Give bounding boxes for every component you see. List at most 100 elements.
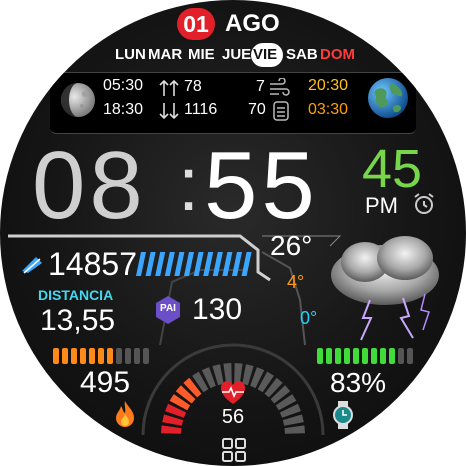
steps-progress-segment xyxy=(155,252,166,276)
heart-icon xyxy=(218,378,248,406)
time-separator: : xyxy=(178,142,200,227)
wind-value: 7 xyxy=(256,78,265,95)
gauge-outer-rim xyxy=(141,343,325,436)
time-ampm: PM xyxy=(365,193,398,218)
weekday-jue: JUE xyxy=(222,46,252,63)
heart-rate-gauge-segment xyxy=(275,394,297,411)
weather-high: 4° xyxy=(287,272,305,292)
date-month: AGO xyxy=(225,10,280,37)
alarm-icon[interactable] xyxy=(412,192,436,216)
battery-progress-segment xyxy=(389,348,395,364)
moon-icon xyxy=(58,80,98,120)
weekday-vie: VIE xyxy=(253,46,278,63)
heart-rate-gauge-segment xyxy=(183,377,202,398)
heart-rate-gauge xyxy=(141,343,325,436)
calories-progress-segment xyxy=(53,348,59,364)
pressure-icon xyxy=(271,100,291,122)
calories-progress-segment xyxy=(134,348,140,364)
distance-label: DISTANCIA xyxy=(38,287,114,303)
battery-progress-segment xyxy=(398,348,404,364)
time-seconds: 45 xyxy=(362,139,423,199)
battery-progress-segment xyxy=(407,348,413,364)
steps-progress-segment xyxy=(212,252,223,276)
steps-progress-segment xyxy=(184,252,194,276)
tide-up-icon xyxy=(158,78,180,98)
calories-progress-bar xyxy=(53,348,149,364)
heart-rate-gauge-segment xyxy=(161,425,182,434)
heart-rate-gauge-segment xyxy=(284,425,305,434)
earth-icon xyxy=(366,76,410,120)
heart-rate-gauge-segment xyxy=(162,414,184,426)
weather-low: 0° xyxy=(300,308,318,328)
calories-progress-segment xyxy=(107,348,113,364)
heart-rate-gauge-segment xyxy=(264,377,283,398)
weekday-dom: DOM xyxy=(320,46,355,63)
steps-progress-segment xyxy=(164,252,175,276)
battery-progress-segment xyxy=(326,348,332,364)
heart-rate-gauge-segment xyxy=(250,367,265,389)
steps-value: 14857 xyxy=(48,246,137,282)
battery-progress-segment xyxy=(362,348,368,364)
weekday-mar: MAR xyxy=(148,46,183,63)
steps-progress-segment xyxy=(136,252,146,276)
apps-grid-icon[interactable] xyxy=(221,437,247,463)
calories-progress-segment xyxy=(98,348,104,364)
weekday-lun: LUN xyxy=(115,46,146,63)
tide-high-value: 78 xyxy=(184,78,202,95)
tide-down-icon xyxy=(158,101,180,121)
battery-progress-segment xyxy=(371,348,377,364)
time-hours: 08 xyxy=(32,132,147,239)
battery-progress-segment xyxy=(380,348,386,364)
date-day-badge xyxy=(177,8,215,40)
heart-rate-gauge-segment xyxy=(192,371,209,393)
weekday-sab: SAB xyxy=(286,46,318,63)
heart-rate-gauge-segment xyxy=(242,364,254,386)
battery-progress-segment xyxy=(344,348,350,364)
battery-progress-segment xyxy=(317,348,323,364)
steps-progress-segment xyxy=(222,252,233,276)
distance-value: 13,55 xyxy=(40,304,116,337)
date-day: 01 xyxy=(183,11,209,37)
wind-icon xyxy=(268,77,290,98)
battery-progress-segment xyxy=(353,348,359,364)
heart-rate-gauge-segment xyxy=(223,363,232,384)
steps-progress-segment xyxy=(232,252,242,276)
calories-progress-segment xyxy=(116,348,122,364)
watch-icon xyxy=(332,400,354,430)
battery-value: 83% xyxy=(330,367,387,398)
calories-progress-segment xyxy=(80,348,86,364)
steps-progress-segment xyxy=(241,252,252,276)
weekday-strip: LUN MAR MIE JUE VIE SAB DOM xyxy=(0,0,466,70)
steps-progress-bar xyxy=(136,252,252,276)
weekday-mie: MIE xyxy=(188,46,215,63)
heart-rate-value: 56 xyxy=(221,406,245,428)
heart-rate-gauge-segment xyxy=(282,414,304,426)
moonset-time: 18:30 xyxy=(103,101,144,118)
sunset-time: 03:30 xyxy=(308,101,349,118)
info-panel xyxy=(50,72,416,134)
heart-rate-gauge-segment xyxy=(212,364,224,386)
sunrise-time: 20:30 xyxy=(308,77,349,94)
pressure-value: 70 xyxy=(248,101,266,118)
steps-progress-segment xyxy=(193,252,204,276)
pai-icon-text: PAI xyxy=(160,303,176,314)
calories-progress-segment xyxy=(143,348,149,364)
battery-progress-bar xyxy=(317,348,413,364)
moonrise-time: 05:30 xyxy=(103,77,144,94)
weekday-active-pill xyxy=(251,43,283,67)
calories-progress-segment xyxy=(125,348,131,364)
weather-temp: 26° xyxy=(270,230,313,261)
calories-value: 495 xyxy=(80,366,131,399)
calories-progress-segment xyxy=(62,348,68,364)
tide-low-value: 1116 xyxy=(184,101,218,118)
pai-icon xyxy=(152,294,184,326)
battery-progress-segment xyxy=(335,348,341,364)
heart-rate-gauge-segment xyxy=(169,394,191,411)
steps-progress-segment xyxy=(203,252,214,276)
calories-progress-segment xyxy=(89,348,95,364)
thunderstorm-icon xyxy=(325,230,455,342)
heart-rate-gauge-segment xyxy=(234,363,243,384)
heart-rate-gauge-segment xyxy=(175,385,196,404)
heart-rate-gauge-segment xyxy=(201,367,216,389)
